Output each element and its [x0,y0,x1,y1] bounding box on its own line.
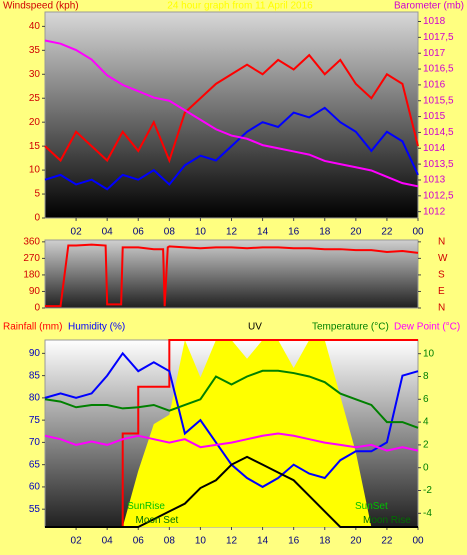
x-tick-label: 06 [133,227,145,238]
y-tick-label: 25 [29,93,41,104]
y2-tick-label: 1015 [423,111,446,122]
y2-tick-label: N [438,236,445,247]
y2-tick-label: 1014 [423,143,446,154]
y-axis-label: Windspeed (kph) [3,1,79,12]
y2-tick-label: 1016 [423,80,446,91]
y2-tick-label: 1017,5 [423,32,454,43]
y-tick-label: 270 [23,253,40,264]
chart-title: 24 hour graph from 11 April 2016 [167,1,313,12]
x-tick-label: 16 [288,227,300,238]
y-tick-label: 85 [29,370,41,381]
y-tick-label: 5 [34,189,40,200]
legend-label: Rainfall (mm) [3,322,62,333]
series-line [44,369,419,429]
annotation: Moon Set [135,515,178,526]
series-line [45,243,419,308]
y-tick-label: 180 [23,270,40,281]
series-line [45,455,418,528]
y2-tick-label: 1013 [423,175,446,186]
x-tick-label: 12 [226,536,238,547]
x-tick-label: 14 [257,536,269,547]
x-tick-label: 08 [164,227,176,238]
y2-tick-label: -2 [423,485,432,496]
annotation: Moon Rise [363,515,411,526]
x-tick-label: 10 [195,227,207,238]
x-tick-label: 10 [195,536,207,547]
y2-tick-label: W [438,253,448,264]
legend-label: Dew Point (°C) [394,322,460,333]
y2-tick-label: -4 [423,508,432,519]
y2-tick-label: 1015,5 [423,95,454,106]
y-tick-label: 10 [29,165,41,176]
y2-axis-label: Barometer (mb) [394,1,464,12]
series-line [44,53,419,164]
x-tick-label: 02 [71,227,83,238]
y2-tick-label: 10 [423,348,435,359]
y2-tick-label: 1016,5 [423,64,454,75]
y-tick-label: 60 [29,482,41,493]
y-tick-label: 70 [29,437,41,448]
y-tick-label: 80 [29,393,41,404]
y2-tick-label: 1014,5 [423,127,454,138]
legend-label: Humidity (%) [68,322,125,333]
y-tick-label: 15 [29,141,41,152]
series-line [44,39,419,188]
x-tick-label: 18 [319,227,331,238]
y-tick-label: 90 [29,348,41,359]
legend-label: UV [248,322,262,333]
y-tick-label: 75 [29,415,41,426]
y-tick-label: 90 [29,286,41,297]
y-tick-label: 360 [23,236,40,247]
x-tick-label: 04 [102,536,114,547]
y-tick-label: 0 [34,303,40,314]
y-tick-label: 20 [29,117,41,128]
x-tick-label: 02 [71,536,83,547]
x-tick-label: 08 [164,536,176,547]
annotation: SunRise [127,501,165,512]
y-tick-label: 55 [29,504,41,515]
y2-tick-label: 2 [423,440,429,451]
legend-label: Temperature (°C) [312,322,389,333]
x-tick-label: 22 [381,536,393,547]
y2-tick-label: S [438,270,445,281]
y2-tick-label: 1018 [423,16,446,27]
x-tick-label: 14 [257,227,269,238]
annotation: SunSet [355,501,388,512]
y-tick-label: 30 [29,69,41,80]
x-tick-label: 04 [102,227,114,238]
y2-tick-label: 6 [423,394,429,405]
y-tick-label: 65 [29,459,41,470]
x-tick-label: 22 [381,227,393,238]
y-tick-label: 40 [29,21,41,32]
x-tick-label: 06 [133,536,145,547]
y2-tick-label: N [438,303,445,314]
y2-tick-label: E [438,286,445,297]
y2-tick-label: 0 [423,462,429,473]
y2-tick-label: 8 [423,371,429,382]
y2-tick-label: 1012,5 [423,190,454,201]
x-tick-label: 16 [288,536,300,547]
x-tick-label: 20 [350,227,362,238]
y-tick-label: 0 [34,213,40,224]
x-tick-label: 20 [350,536,362,547]
x-tick-label: 00 [412,227,424,238]
y2-tick-label: 1013,5 [423,159,454,170]
x-tick-label: 18 [319,536,331,547]
y2-tick-label: 1012 [423,206,446,217]
solar-area [45,340,418,527]
x-tick-label: 00 [412,536,424,547]
plot-area [44,11,419,219]
series-line [44,432,419,452]
x-tick-label: 12 [226,227,238,238]
series-line [44,106,419,191]
y2-tick-label: 1017 [423,48,446,59]
y-tick-label: 35 [29,45,41,56]
y2-tick-label: 4 [423,417,429,428]
